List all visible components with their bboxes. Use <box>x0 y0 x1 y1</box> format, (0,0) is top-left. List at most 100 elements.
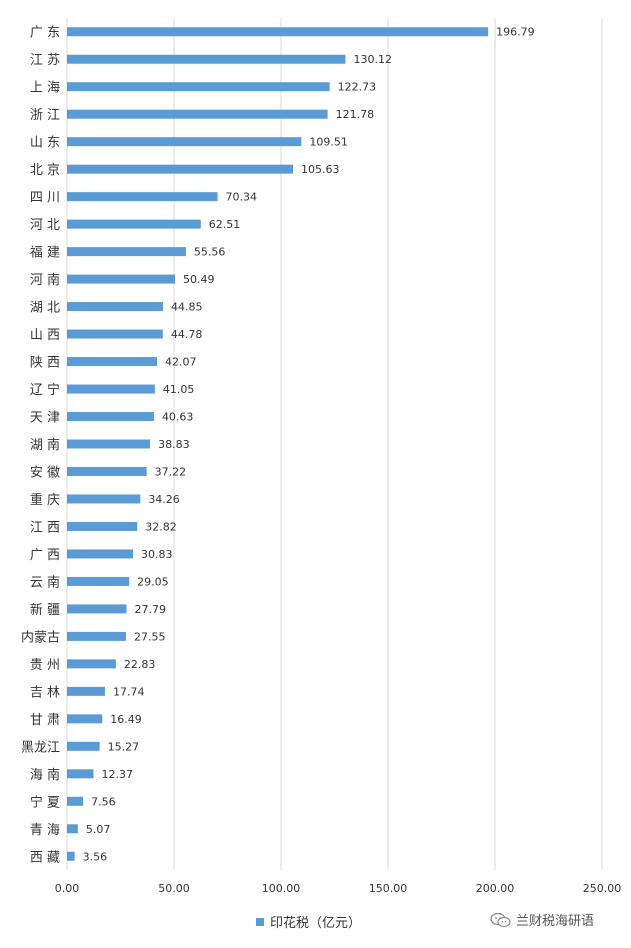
category-label: 重 庆 <box>30 492 60 508</box>
bar <box>67 82 330 92</box>
value-label: 27.55 <box>134 630 166 643</box>
category-label: 黑龙江 <box>21 740 60 755</box>
bar <box>67 521 138 531</box>
x-tick-label: 150.00 <box>369 882 408 895</box>
watermark-text: 兰财税海研语 <box>516 914 595 929</box>
bar <box>67 851 75 861</box>
category-label: 西 藏 <box>30 850 60 865</box>
category-label: 上 海 <box>30 81 60 96</box>
x-tick-label: 100.00 <box>262 882 301 895</box>
category-label: 江 西 <box>30 520 60 535</box>
bar <box>67 686 105 696</box>
bar <box>67 466 147 476</box>
bar <box>67 439 151 449</box>
legend: 印花税（亿元） <box>256 912 361 931</box>
bar <box>67 109 328 119</box>
bar <box>67 714 103 724</box>
category-label: 云 南 <box>30 574 60 590</box>
x-tick-label: 200.00 <box>476 882 515 895</box>
value-label: 130.12 <box>353 53 392 66</box>
bar <box>67 302 163 312</box>
bar <box>67 192 218 202</box>
value-label: 3.56 <box>83 850 108 863</box>
category-label: 天 津 <box>30 411 60 426</box>
category-label: 北 京 <box>30 163 60 178</box>
value-label: 30.83 <box>141 548 173 561</box>
category-label: 山 东 <box>30 136 60 151</box>
value-label: 44.78 <box>171 328 203 341</box>
value-label: 42.07 <box>165 356 197 369</box>
category-label: 四 川 <box>30 191 60 206</box>
value-label: 70.34 <box>226 191 257 204</box>
value-label: 44.85 <box>171 301 203 314</box>
x-tick-label: 250.00 <box>583 882 622 895</box>
category-label: 河 北 <box>30 218 60 233</box>
category-label: 河 南 <box>30 272 60 288</box>
bar <box>67 247 186 257</box>
value-label: 40.63 <box>162 411 194 424</box>
bar <box>67 164 294 174</box>
category-label: 新 疆 <box>30 602 60 618</box>
category-label: 湖 南 <box>30 437 60 453</box>
value-label: 62.51 <box>209 218 241 231</box>
value-label: 50.49 <box>183 273 215 286</box>
category-label: 吉 林 <box>30 685 60 700</box>
bar <box>67 576 130 586</box>
bar <box>67 137 302 147</box>
bar <box>67 659 116 669</box>
category-label: 江 苏 <box>30 52 60 68</box>
value-label: 16.49 <box>110 713 142 726</box>
bar <box>67 54 346 64</box>
bar <box>67 274 176 284</box>
value-label: 15.27 <box>108 740 139 753</box>
category-label: 安 徽 <box>30 465 60 480</box>
category-label: 青 海 <box>30 823 60 838</box>
value-label: 41.05 <box>163 383 195 396</box>
bar <box>67 769 94 779</box>
wechat-icon <box>490 912 511 927</box>
category-label: 广 西 <box>30 548 60 563</box>
category-label: 福 建 <box>30 246 60 261</box>
value-label: 196.79 <box>496 26 535 39</box>
x-tick-label: 0.00 <box>55 882 80 895</box>
bar <box>67 412 154 422</box>
bar <box>67 219 201 229</box>
category-label: 山 西 <box>30 328 60 343</box>
value-label: 17.74 <box>113 685 144 698</box>
value-label: 37.22 <box>155 465 187 478</box>
category-label: 甘 肃 <box>30 713 60 728</box>
value-label: 32.82 <box>145 520 177 533</box>
bar <box>67 824 78 834</box>
legend-label: 印花税（亿元） <box>270 916 362 931</box>
legend-swatch <box>256 917 264 926</box>
category-label: 湖 北 <box>30 301 60 316</box>
value-label: 121.78 <box>336 108 375 121</box>
value-label: 105.63 <box>301 163 340 176</box>
bar <box>67 796 84 806</box>
value-label: 122.73 <box>338 81 377 94</box>
bar <box>67 494 141 504</box>
watermark: 兰财税海研语 <box>490 910 594 929</box>
bar <box>67 549 133 559</box>
bar <box>67 357 158 367</box>
bar <box>67 329 163 339</box>
category-label: 宁 夏 <box>30 794 60 810</box>
value-label: 55.56 <box>194 246 226 259</box>
value-label: 109.51 <box>309 136 348 149</box>
bar <box>67 27 489 37</box>
category-label: 陕 西 <box>30 356 60 371</box>
value-label: 34.26 <box>148 493 180 506</box>
x-tick-label: 50.00 <box>158 882 190 895</box>
value-label: 29.05 <box>137 575 169 588</box>
value-label: 27.79 <box>134 603 166 616</box>
bar <box>67 631 126 641</box>
category-label: 辽 宁 <box>30 382 60 398</box>
category-label: 海 南 <box>30 767 60 783</box>
value-label: 7.56 <box>91 795 116 808</box>
value-label: 38.83 <box>158 438 190 451</box>
bar <box>67 741 100 751</box>
category-label: 浙 江 <box>30 108 60 123</box>
value-label: 12.37 <box>101 768 133 781</box>
category-label: 贵 州 <box>30 658 60 673</box>
